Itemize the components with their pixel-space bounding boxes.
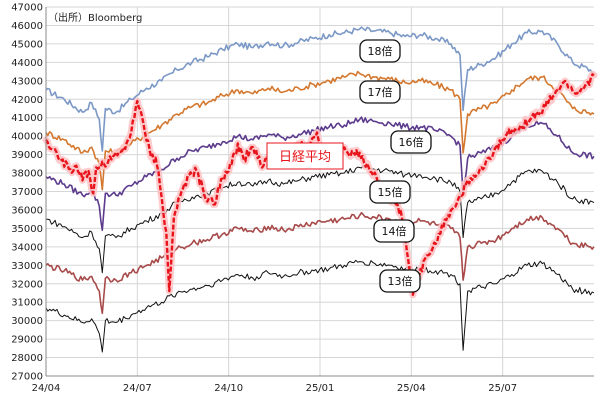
series-line-14倍 — [45, 211, 595, 315]
series-lines — [45, 26, 595, 353]
y-tick-label: 46000 — [11, 21, 43, 32]
series-label: 15倍 — [378, 185, 403, 199]
series-label-box — [390, 130, 432, 154]
series-label: 16倍 — [399, 135, 424, 149]
y-tick-label: 36000 — [11, 205, 43, 216]
y-tick-label: 37000 — [11, 187, 43, 198]
y-tick-label: 39000 — [11, 150, 43, 161]
y-tick-label: 44000 — [11, 58, 43, 69]
y-tick-label: 33000 — [11, 261, 43, 272]
y-axis-ticks: 27000 28000 29000 30000 31000 32000 33000 34000… — [11, 3, 43, 383]
nikkei-line — [45, 73, 595, 296]
y-tick-label: 34000 — [11, 242, 43, 253]
series-line-13倍 — [45, 259, 595, 353]
series-label-box — [379, 269, 421, 293]
source-note: （出所）Bloomberg — [48, 11, 142, 24]
series-line-18倍 — [45, 26, 595, 152]
x-tick-label: 25/07 — [488, 383, 517, 394]
y-tick-label: 29000 — [11, 335, 43, 346]
y-tick-label: 30000 — [11, 316, 43, 327]
series-label: 18倍 — [368, 44, 393, 58]
y-tick-label: 35000 — [11, 224, 43, 235]
x-tick-label: 24/07 — [123, 383, 152, 394]
series-labels: 18倍 17倍 16倍 15倍 14倍 13倍 日経平均 — [266, 39, 432, 293]
y-tick-label: 40000 — [11, 132, 43, 143]
y-tick-label: 42000 — [11, 95, 43, 106]
series-line-15倍 — [45, 164, 595, 274]
series-line-17倍 — [45, 70, 595, 191]
y-tick-label: 41000 — [11, 113, 43, 124]
y-tick-label: 32000 — [11, 279, 43, 290]
series-label-box — [359, 80, 401, 104]
y-tick-label: 43000 — [11, 76, 43, 87]
nikkei-label-box — [266, 142, 344, 170]
x-axis-ticks: 24/04 24/07 24/10 25/01 25/04 25/07 — [32, 383, 517, 394]
series-label-box — [373, 219, 415, 243]
grid-lines — [45, 6, 594, 377]
x-tick-label: 24/10 — [214, 383, 243, 394]
series-label: 14倍 — [382, 224, 407, 238]
x-tick-label: 25/01 — [306, 383, 335, 394]
series-label-box — [359, 39, 401, 63]
nikkei-label: 日経平均 — [279, 150, 331, 165]
y-tick-label: 38000 — [11, 169, 43, 180]
y-tick-label: 27000 — [11, 372, 43, 383]
y-tick-label: 28000 — [11, 353, 43, 364]
y-tick-label: 47000 — [11, 3, 43, 14]
y-tick-label: 31000 — [11, 298, 43, 309]
x-tick-label: 24/04 — [32, 383, 61, 394]
series-label: 13倍 — [388, 274, 413, 288]
y-tick-label: 45000 — [11, 39, 43, 50]
series-label: 17倍 — [368, 85, 393, 99]
series-label-box — [369, 180, 411, 204]
x-tick-label: 25/04 — [397, 383, 426, 394]
